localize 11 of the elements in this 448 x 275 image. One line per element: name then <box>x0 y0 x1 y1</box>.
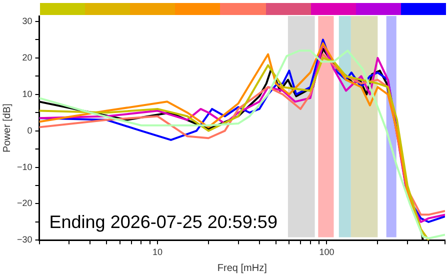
y-tick-label: 20 <box>22 52 32 62</box>
y-tick-label: −20 <box>16 198 32 208</box>
x-tick-label: 100 <box>319 247 334 258</box>
y-tick-label: −10 <box>16 162 32 172</box>
annotation: Ending 2026-07-25 20:59:59 <box>49 212 278 232</box>
y-axis-title: Power [dB] <box>2 103 13 153</box>
y-tick-label: −30 <box>16 234 32 245</box>
y-tick-label: 30 <box>22 16 32 26</box>
y-tick-label: 0 <box>27 125 32 136</box>
x-axis-title: Freq [mHz] <box>217 262 268 274</box>
y-tick-label: 10 <box>22 88 32 99</box>
